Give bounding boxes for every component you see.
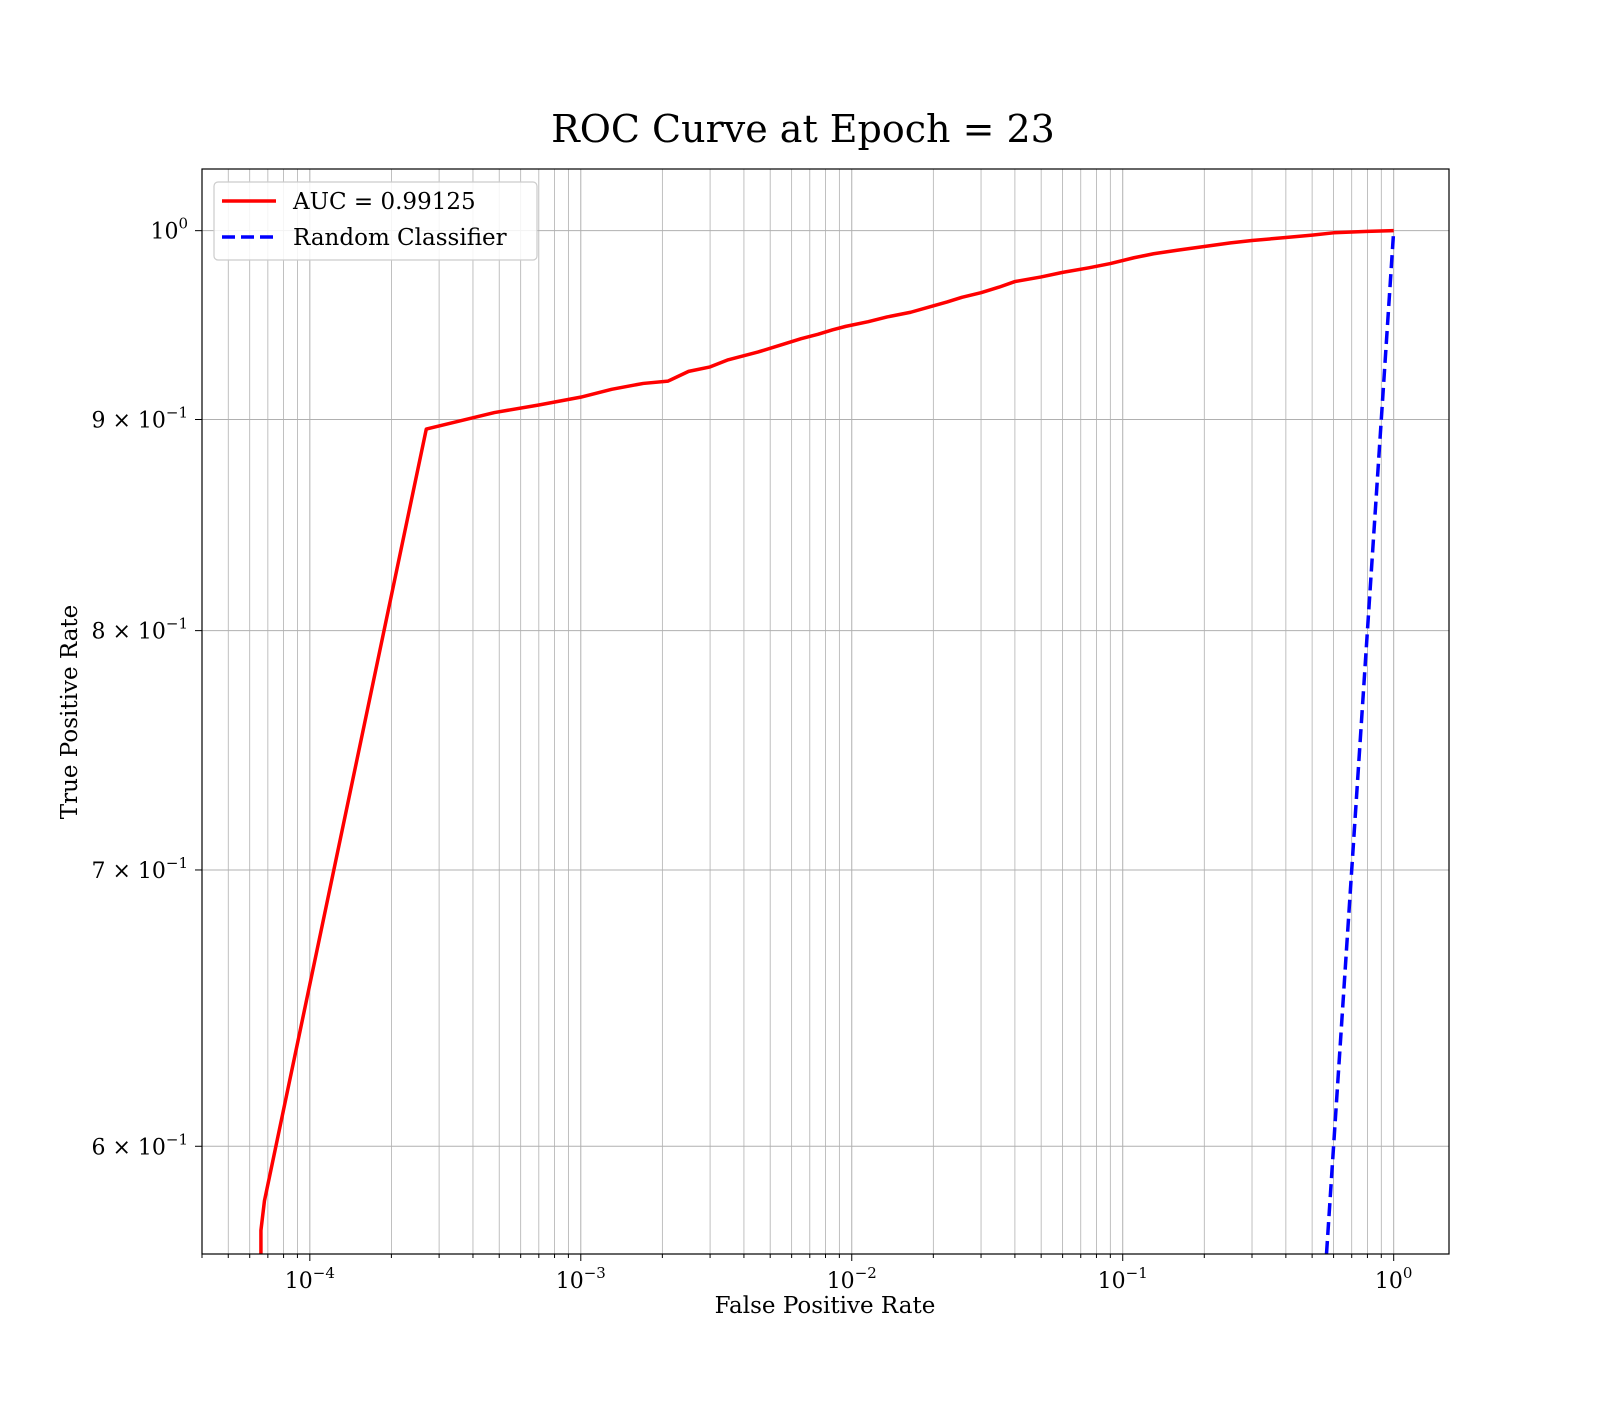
legend-label-random: Random Classifier [293,225,507,251]
x-tick-label: 100 [1375,1264,1413,1294]
x-tick-label: 10−2 [827,1264,877,1294]
y-tick-label: 7 × 10−1 [91,854,188,884]
roc-curve-line [259,228,1394,1254]
axis-ticks [195,230,1395,1261]
legend-label-roc: AUC = 0.99125 [292,189,476,215]
legend: AUC = 0.99125 Random Classifier [213,181,538,261]
x-tick-label: 10−1 [1098,1264,1148,1294]
random-classifier-line [1324,230,1396,1254]
y-tick-label: 9 × 10−1 [91,404,188,434]
chart-title: ROC Curve at Epoch = 23 [551,107,1055,151]
x-tick-label: 10−3 [556,1264,606,1294]
y-tick-label: 8 × 10−1 [91,615,188,645]
x-tick-labels: 10−4 10−3 10−2 10−1 100 [285,1264,1413,1294]
legend-box [213,181,538,261]
grid-lines [201,169,1449,1254]
y-tick-labels: 100 9 × 10−1 8 × 10−1 7 × 10−1 6 × 10−1 [91,215,188,1161]
y-tick-label: 6 × 10−1 [91,1130,188,1160]
series-lines [259,228,1396,1254]
x-tick-label: 10−4 [285,1264,335,1294]
y-tick-label: 100 [150,215,188,245]
y-axis-label: True Positive Rate [57,605,83,820]
x-axis-label: False Positive Rate [715,1293,936,1319]
